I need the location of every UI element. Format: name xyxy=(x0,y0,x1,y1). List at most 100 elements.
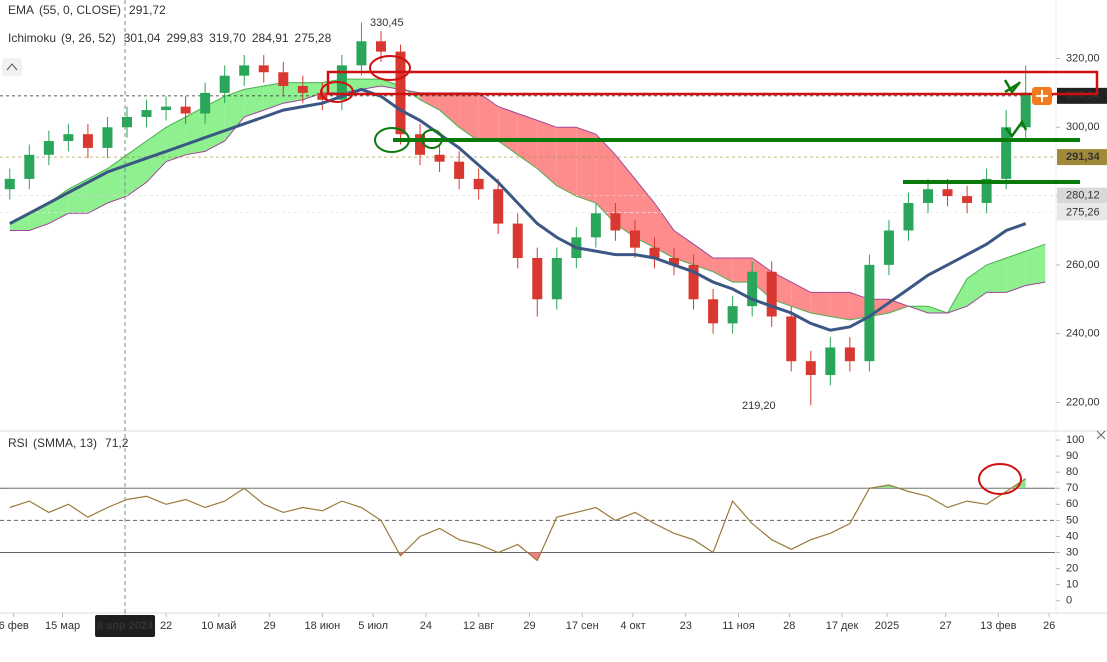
cloud-segment xyxy=(1025,244,1046,286)
candle-body xyxy=(649,247,660,258)
legend-value: 299,83 xyxy=(166,31,203,45)
price-pane xyxy=(0,22,1055,406)
legend-name: Ichimoku xyxy=(8,31,56,45)
legend-value: 284,91 xyxy=(252,31,289,45)
candle-body xyxy=(258,65,269,73)
candle-body xyxy=(610,213,621,231)
candle-body xyxy=(825,347,836,375)
y-tick-label: 260,00 xyxy=(1066,259,1100,271)
collapse-button[interactable] xyxy=(2,58,22,76)
candle-body xyxy=(923,189,934,203)
candle-body xyxy=(200,92,211,114)
x-tick-label: 28 xyxy=(783,620,795,632)
cloud-segment xyxy=(888,299,909,314)
x-tick-label: 29 xyxy=(523,620,535,632)
candle-body xyxy=(1001,127,1012,179)
cloud-segment xyxy=(1006,251,1026,293)
rsi-y-tick-label: 60 xyxy=(1066,498,1078,510)
drawn-circle xyxy=(369,55,411,81)
candle-body xyxy=(747,271,758,307)
legend-value: 291,72 xyxy=(129,3,166,17)
annotation-min: 219,20 xyxy=(742,400,776,412)
cloud-segment xyxy=(29,202,49,231)
cloud-segment xyxy=(674,230,694,265)
rsi-y-tick-label: 90 xyxy=(1066,450,1078,462)
price-tag xyxy=(1057,149,1107,166)
x-tick-label: 17 сен xyxy=(566,620,599,632)
candle-body xyxy=(590,213,601,238)
candle-body xyxy=(454,161,465,179)
rsi-line xyxy=(9,478,1027,562)
candle-body xyxy=(63,134,74,142)
y-tick-label: 220,00 xyxy=(1066,396,1100,408)
candle-body xyxy=(180,106,191,114)
annotation-max: 330,45 xyxy=(370,17,404,29)
candle-body xyxy=(864,264,875,362)
close-icon[interactable] xyxy=(1096,430,1106,440)
legend-params: (9, 26, 52) xyxy=(61,31,116,45)
x-tick-label: 12 авг xyxy=(463,620,494,632)
cloud-segment xyxy=(556,127,577,197)
candle-body xyxy=(473,178,484,190)
candle-body xyxy=(121,116,132,128)
cloud-segment xyxy=(713,258,733,283)
cloud-segment xyxy=(459,92,479,142)
candle-body xyxy=(82,134,93,148)
candle-body xyxy=(805,361,816,375)
rsi-y-tick-label: 40 xyxy=(1066,530,1078,542)
x-tick-label: 10 май xyxy=(201,620,236,632)
user-drawings xyxy=(124,0,1099,613)
x-tick-label: 26 xyxy=(1043,620,1055,632)
x-tick-label: 11 ноя xyxy=(722,620,755,632)
price-tag-label: 309,14 xyxy=(1066,90,1101,102)
candle-body xyxy=(278,72,289,86)
candle-body xyxy=(532,258,543,300)
candle-body xyxy=(24,154,35,179)
cloud-segment xyxy=(420,92,440,111)
drawn-check xyxy=(1003,79,1021,95)
cloud-segment xyxy=(576,127,596,203)
rsi-y-tick-label: 20 xyxy=(1066,563,1078,575)
candle-body xyxy=(375,41,386,52)
cloud-segment xyxy=(48,189,69,224)
legend-name: EMA xyxy=(8,3,34,17)
cloud-segment xyxy=(68,178,88,214)
candle-body xyxy=(239,65,250,76)
x-tick-label: 6 фев xyxy=(0,620,29,632)
price-tag xyxy=(1057,204,1107,221)
candle-body xyxy=(766,271,777,317)
cloud-segment xyxy=(439,92,460,128)
rsi-y-tick-label: 0 xyxy=(1066,595,1072,607)
x-tick-label: 5 июл xyxy=(358,620,388,632)
cloud-segment xyxy=(244,86,264,117)
rsi-y-tick-label: 30 xyxy=(1066,546,1078,558)
candle-body xyxy=(551,258,562,300)
candle-body xyxy=(981,178,992,203)
cloud-segment xyxy=(263,82,284,111)
y-tick-label: 240,00 xyxy=(1066,328,1100,340)
x-tick-label: 18 июн xyxy=(304,620,340,632)
price-tag xyxy=(1057,87,1107,104)
y-tick-label: 300,00 xyxy=(1066,121,1100,133)
cloud-segment xyxy=(126,141,147,197)
candle-body xyxy=(297,86,308,93)
legend-value: 319,70 xyxy=(209,31,246,45)
cloud-segment xyxy=(654,202,675,258)
candle-body xyxy=(493,189,504,224)
candle-body xyxy=(415,134,426,155)
x-tick-label: 2025 xyxy=(875,620,899,632)
x-tick-label: 27 xyxy=(939,620,951,632)
x-tick-label: 23 xyxy=(680,620,692,632)
rsi-pane xyxy=(0,478,1055,562)
price-tag-label: 275,26 xyxy=(1066,206,1100,218)
candle-body xyxy=(434,154,445,162)
legend: EMA (55, 0, CLOSE) 291,72 Ichimoku (9, 26, 5… xyxy=(8,3,332,450)
cloud-segment xyxy=(9,213,30,231)
x-tick-label: 29 xyxy=(263,620,275,632)
cloud-segment xyxy=(478,92,499,142)
drawn-circle xyxy=(421,129,443,149)
x-tick-label: 24 xyxy=(420,620,432,632)
rsi-params: (SMMA, 13) xyxy=(33,436,97,450)
candle-body xyxy=(161,106,172,111)
